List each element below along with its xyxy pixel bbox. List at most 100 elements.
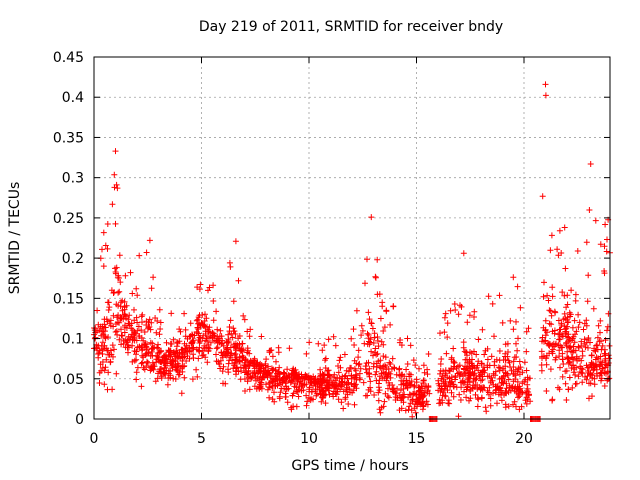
data-point <box>251 357 258 364</box>
data-point <box>172 353 179 360</box>
data-point <box>110 290 117 296</box>
data-point <box>334 388 341 395</box>
data-point <box>116 288 123 295</box>
data-point <box>248 375 254 382</box>
data-point <box>514 283 521 290</box>
data-point <box>232 357 239 364</box>
data-point <box>194 329 201 336</box>
data-point <box>138 344 145 351</box>
data-point <box>284 366 291 373</box>
data-point <box>465 363 472 370</box>
data-point <box>95 354 102 361</box>
data-point <box>310 378 317 384</box>
data-point <box>415 384 422 391</box>
data-point <box>331 371 338 378</box>
data-point <box>195 324 201 331</box>
data-point <box>450 366 457 373</box>
data-point <box>539 193 546 200</box>
data-point <box>109 342 116 349</box>
data-point <box>400 399 407 406</box>
data-point <box>496 292 503 299</box>
data-point <box>324 371 331 378</box>
data-point <box>544 340 551 347</box>
data-point <box>211 332 218 339</box>
data-point <box>360 379 367 386</box>
data-point <box>526 375 533 382</box>
data-point <box>143 363 150 369</box>
data-point <box>115 312 122 319</box>
y-tick-label: 0 <box>75 412 84 428</box>
data-point <box>325 367 332 374</box>
data-point <box>241 376 248 382</box>
data-point <box>556 347 563 354</box>
data-point <box>420 362 427 369</box>
data-point <box>242 388 248 394</box>
data-point <box>401 391 408 398</box>
data-point <box>93 345 100 352</box>
data-point <box>585 335 592 341</box>
data-point <box>538 367 545 374</box>
data-point <box>494 400 500 407</box>
data-point <box>491 358 498 365</box>
data-point <box>556 353 563 360</box>
data-point <box>98 367 105 374</box>
data-point <box>158 375 165 381</box>
data-point <box>153 329 160 336</box>
data-point <box>561 310 568 317</box>
data-point <box>98 332 105 339</box>
data-point <box>169 364 176 371</box>
data-point <box>202 311 208 318</box>
data-point <box>177 355 184 362</box>
data-point <box>351 401 358 408</box>
data-point <box>484 345 491 352</box>
data-point <box>342 394 349 401</box>
data-point <box>561 323 568 330</box>
data-point <box>595 322 602 329</box>
data-point <box>353 307 360 314</box>
data-point <box>240 346 247 353</box>
data-point <box>348 335 355 342</box>
data-point <box>314 383 321 390</box>
data-point <box>506 384 513 391</box>
data-point <box>435 387 442 394</box>
data-point <box>348 375 355 382</box>
data-point <box>446 375 453 382</box>
data-point <box>122 313 129 320</box>
data-point <box>232 331 239 337</box>
data-point <box>377 357 384 364</box>
data-point <box>133 337 140 344</box>
data-point <box>121 306 128 313</box>
data-point <box>100 328 107 335</box>
data-point <box>112 329 119 335</box>
data-point <box>288 404 295 411</box>
data-point <box>498 392 504 398</box>
data-point <box>419 391 426 398</box>
data-point <box>215 337 222 344</box>
data-point <box>511 398 518 405</box>
data-point <box>544 292 551 299</box>
data-point <box>338 378 345 385</box>
data-point <box>460 339 467 346</box>
data-point <box>350 326 357 333</box>
data-point <box>375 343 382 350</box>
data-point <box>519 380 526 387</box>
data-point <box>269 385 276 391</box>
data-point <box>604 236 610 243</box>
data-point <box>326 381 333 388</box>
data-point <box>111 171 118 178</box>
data-point <box>99 339 106 346</box>
data-point <box>273 358 279 365</box>
data-point <box>300 387 307 394</box>
data-point <box>583 317 590 324</box>
data-point <box>104 386 111 393</box>
data-point <box>204 338 210 345</box>
data-point <box>157 326 164 332</box>
data-point <box>390 303 397 310</box>
data-point <box>282 390 289 397</box>
data-point <box>116 319 123 326</box>
y-tick-label: 0.35 <box>53 130 84 146</box>
data-point <box>486 373 493 380</box>
data-point <box>582 344 589 351</box>
data-point <box>599 342 606 349</box>
data-point <box>132 330 139 337</box>
